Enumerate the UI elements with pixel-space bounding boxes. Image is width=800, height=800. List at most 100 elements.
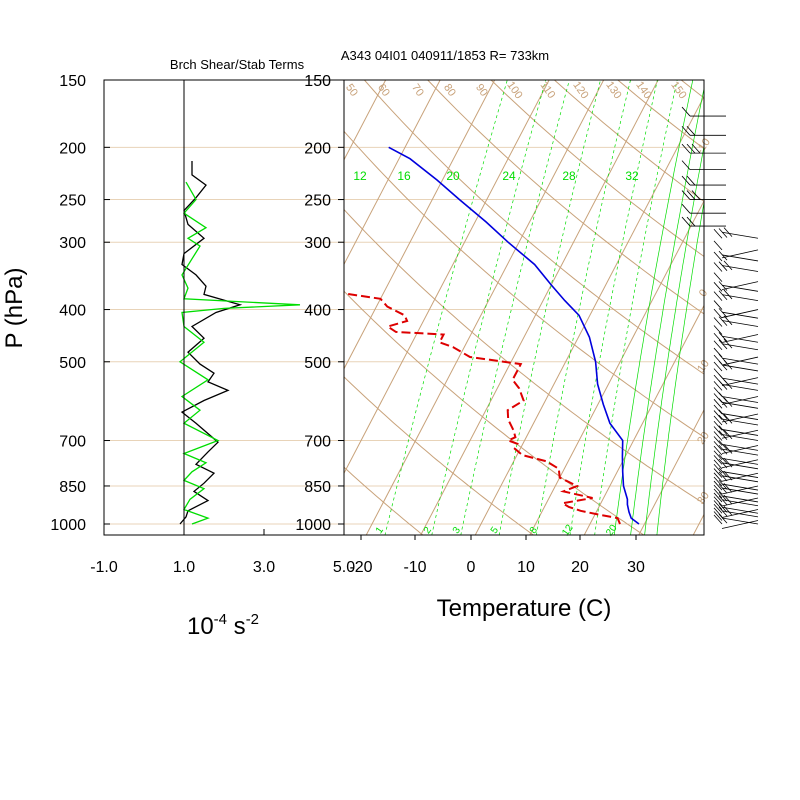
wind-barb-feather bbox=[713, 415, 723, 426]
wind-barb-feather bbox=[713, 459, 723, 470]
skewt-background-grid bbox=[344, 80, 704, 535]
wind-barb-feather bbox=[686, 216, 696, 227]
wind-barb-feather bbox=[718, 491, 728, 502]
wind-barb-feather bbox=[713, 492, 723, 503]
wind-barb-feather bbox=[681, 106, 691, 117]
y-axis-label: P (hPa) bbox=[1, 268, 28, 349]
wind-barb-shaft bbox=[721, 231, 759, 239]
wind-barb-feather bbox=[713, 463, 723, 474]
wind-barb-feather bbox=[691, 190, 701, 200]
wind-barb-feather bbox=[718, 467, 728, 477]
shear-term-line bbox=[179, 161, 243, 525]
adiabat-label: 80 bbox=[441, 82, 458, 99]
wind-barb-feather bbox=[713, 431, 723, 441]
temperature-axis-label: Temperature (C) bbox=[437, 595, 612, 622]
wind-barb-feather bbox=[713, 393, 723, 403]
wind-barb-shaft bbox=[721, 462, 759, 470]
wind-barb-feather bbox=[713, 381, 723, 391]
wind-barb-feather bbox=[686, 143, 696, 154]
mixing-ratio-label: 16 bbox=[397, 169, 411, 183]
wind-barb-feather bbox=[713, 426, 723, 436]
wind-barb-feather bbox=[718, 228, 728, 238]
adiabat-label: 70 bbox=[409, 82, 426, 99]
wind-barb-feather bbox=[718, 445, 728, 455]
right-pressure-tick-label: 400 bbox=[304, 303, 331, 320]
dry-adiabat-line bbox=[344, 376, 535, 535]
left-pressure-tick-label: 850 bbox=[59, 479, 86, 496]
wind-barb-feather bbox=[723, 379, 733, 389]
wind-barb-feather bbox=[681, 175, 691, 186]
wind-barb-feather bbox=[718, 316, 728, 326]
wind-barb-feather bbox=[723, 315, 733, 326]
wind-barb-shaft bbox=[721, 459, 759, 469]
wind-barb-feather bbox=[681, 203, 691, 214]
mixing-ratio-line bbox=[569, 80, 658, 535]
wind-barb-feather bbox=[691, 143, 701, 154]
mixing-ratio-line bbox=[384, 80, 508, 535]
wind-barb-shaft bbox=[721, 418, 759, 426]
left-pressure-tick-label: 1000 bbox=[50, 517, 86, 534]
left-series bbox=[178, 161, 301, 525]
wind-barb-feather bbox=[713, 450, 723, 461]
wind-barb-feather bbox=[718, 339, 728, 350]
left-pressure-tick-label: 150 bbox=[59, 73, 86, 90]
left-x-tick-label: 3.0 bbox=[253, 559, 275, 576]
wind-barb-feather bbox=[718, 261, 728, 271]
temperature-tick-label: 20 bbox=[571, 559, 589, 576]
wind-barb-feather bbox=[713, 399, 723, 409]
skewt-plot-frame bbox=[343, 79, 705, 536]
wind-barb-feather bbox=[723, 260, 733, 271]
mixing-ratio-line bbox=[431, 80, 547, 535]
wind-barb-feather bbox=[713, 340, 723, 351]
wind-barb-feather bbox=[718, 513, 728, 524]
wind-barb-feather bbox=[723, 470, 733, 481]
wind-barb-shaft bbox=[721, 510, 759, 518]
wind-barb-shaft bbox=[721, 483, 759, 491]
mixing-ratio-line bbox=[498, 80, 601, 535]
mixing-ratio-label: 12 bbox=[353, 169, 367, 183]
wind-barb-feather bbox=[713, 240, 723, 251]
wind-barb-feather bbox=[713, 496, 723, 507]
stability-term-line bbox=[178, 181, 301, 525]
wind-barb-feather bbox=[713, 308, 723, 319]
dry-adiabat-line bbox=[363, 80, 704, 375]
wind-barb-feather bbox=[713, 441, 723, 451]
right-pressure-tick-label: 150 bbox=[304, 73, 331, 90]
dewpoint-profile-line bbox=[344, 292, 621, 525]
wind-barb-feather bbox=[686, 175, 696, 186]
wind-barb-feather bbox=[681, 126, 691, 136]
mixing-ratio-line bbox=[630, 86, 704, 535]
wind-barb-shaft bbox=[721, 497, 759, 507]
right-pressure-tick-label: 500 bbox=[304, 355, 331, 372]
wind-barb-shaft bbox=[721, 311, 759, 319]
wind-barb-feather bbox=[723, 360, 733, 370]
wind-barb-feather bbox=[718, 495, 728, 506]
wind-barb-shaft bbox=[721, 265, 759, 272]
wind-barb-shaft bbox=[721, 520, 759, 529]
wind-barb-shaft bbox=[721, 434, 759, 441]
dry-adiabat-line bbox=[427, 80, 704, 315]
wind-barb-feather bbox=[718, 308, 728, 318]
wind-barb-feather bbox=[718, 250, 728, 261]
wind-barb-feather bbox=[718, 471, 728, 482]
wind-barb-feather bbox=[718, 483, 728, 494]
isotherm-line bbox=[344, 80, 387, 161]
wind-barb-shaft bbox=[721, 429, 759, 436]
right-pressure-tick-label: 200 bbox=[304, 140, 331, 157]
wind-barb-feather bbox=[718, 479, 728, 490]
wind-barb-shaft bbox=[721, 357, 759, 365]
wind-barb-feather bbox=[723, 414, 733, 424]
wind-barb-feather bbox=[713, 421, 723, 431]
wind-barb-feather bbox=[723, 457, 733, 468]
wind-barb-feather bbox=[718, 281, 728, 291]
wind-barb-shaft bbox=[721, 448, 759, 456]
wind-barb-feather bbox=[713, 262, 723, 272]
wind-barb-feather bbox=[713, 282, 723, 292]
temperature-tick-label: 0 bbox=[467, 559, 476, 576]
wind-barb-feather bbox=[718, 360, 728, 371]
wind-barb-feather bbox=[713, 472, 723, 483]
wind-barb-feather bbox=[723, 227, 733, 237]
wind-barb-feather bbox=[713, 455, 723, 465]
isotherm-line bbox=[365, 80, 605, 535]
